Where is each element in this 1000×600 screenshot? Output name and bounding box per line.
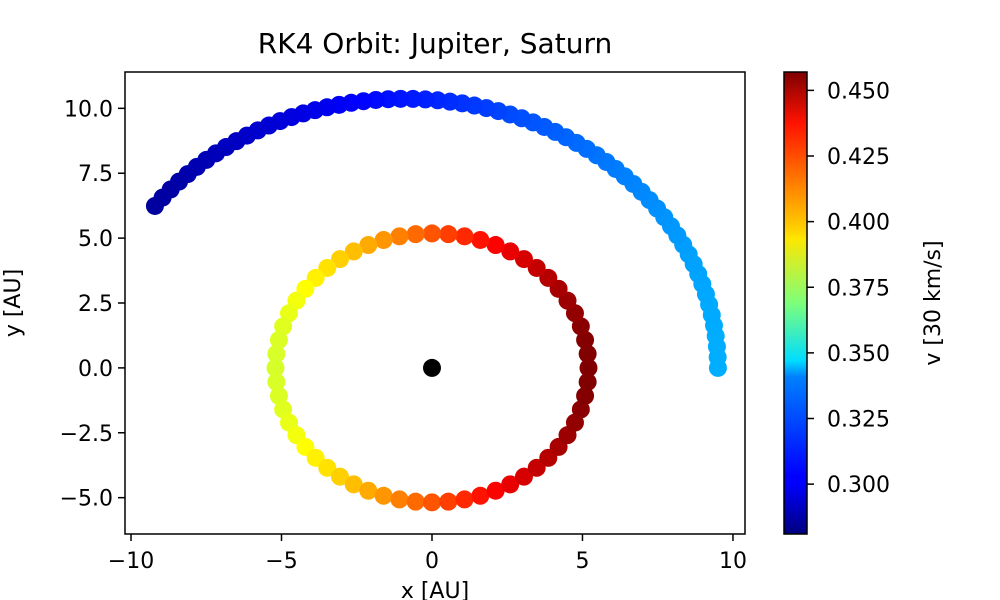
- orbit-point-series-1: [486, 481, 505, 500]
- orbit-point-series-1: [269, 386, 288, 405]
- orbit-point-series-1: [501, 242, 520, 261]
- orbit-point-series-1: [274, 317, 293, 336]
- orbit-point-series-1: [331, 250, 349, 269]
- y-tick-label: 10.0: [64, 97, 113, 122]
- y-axis: −5.0 −2.5 0.0 2.5 5.0 7.5 10.0: [60, 97, 125, 512]
- x-tick-label: 0: [425, 549, 439, 574]
- orbit-point-series-1: [578, 344, 597, 363]
- orbit-point-series-1: [269, 330, 288, 349]
- colorbar-tick-label: 0.400: [827, 211, 890, 236]
- orbit-point-series-1: [318, 458, 337, 477]
- orbit-point-series-1: [514, 467, 533, 486]
- x-tick-label: 5: [575, 549, 589, 574]
- y-tick-label: 0.0: [78, 357, 113, 382]
- orbit-point-series-1: [390, 227, 409, 246]
- colorbar-tick-label: 0.450: [827, 79, 890, 104]
- orbit-point-series-1: [390, 490, 409, 509]
- orbit-point-series-1: [267, 372, 286, 391]
- y-tick-label: 2.5: [78, 292, 113, 317]
- orbit-point-series-1: [579, 358, 598, 377]
- x-tick-label: −10: [108, 549, 154, 574]
- plot-frame: [124, 71, 746, 535]
- orbit-point-series-1: [501, 475, 520, 494]
- orbit-point-series-1: [527, 258, 546, 277]
- orbit-point-series-1: [578, 372, 597, 391]
- x-axis-label: x [AU]: [401, 579, 469, 600]
- orbit-point-series-1: [471, 486, 490, 505]
- orbit-point-series-1: [406, 492, 425, 511]
- y-tick-label: 7.5: [78, 162, 113, 187]
- orbit-points: [145, 89, 727, 512]
- colorbar-tick-label: 0.425: [827, 145, 890, 170]
- orbit-point-series-1: [455, 490, 474, 509]
- x-axis: −10 −5 0 5 10: [108, 534, 747, 574]
- plot-area: [124, 71, 746, 535]
- orbit-point-series-2: [145, 196, 164, 215]
- colorbar-tick-label: 0.375: [827, 276, 890, 301]
- orbit-point-series-2: [403, 89, 422, 108]
- orbit-point-series-1: [471, 230, 490, 249]
- y-tick-label: −5.0: [60, 487, 113, 512]
- y-tick-label: −2.5: [60, 422, 113, 447]
- orbit-point-series-1: [359, 236, 378, 255]
- x-tick-label: 10: [719, 549, 747, 574]
- colorbar-tick-label: 0.300: [827, 473, 890, 498]
- orbit-point-series-1: [344, 475, 363, 494]
- y-axis-label: y [AU]: [1, 269, 26, 337]
- central-body-marker: [422, 358, 441, 377]
- orbit-point-series-1: [359, 481, 378, 500]
- colorbar-tick-label: 0.350: [827, 342, 890, 367]
- colorbar-gradient: [783, 71, 808, 535]
- orbit-point-series-1: [514, 250, 533, 269]
- orbit-point-series-1: [331, 467, 349, 486]
- orbit-point-series-1: [422, 493, 441, 512]
- orbit-point-series-1: [576, 386, 595, 405]
- orbit-point-series-1: [486, 236, 505, 255]
- orbit-point-series-1: [571, 400, 590, 419]
- orbit-point-series-1: [576, 330, 595, 349]
- orbit-point-series-1: [267, 344, 286, 363]
- colorbar-label: v [30 km/s]: [921, 240, 946, 365]
- orbit-point-series-1: [266, 358, 285, 377]
- colorbar-tick-label: 0.325: [827, 408, 890, 433]
- orbit-point-series-1: [374, 486, 393, 505]
- orbit-point-series-1: [439, 492, 458, 511]
- orbit-point-series-1: [455, 227, 474, 246]
- orbit-point-series-1: [422, 224, 441, 243]
- x-tick-label: −5: [265, 549, 297, 574]
- chart-title: RK4 Orbit: Jupiter, Saturn: [258, 27, 612, 60]
- colorbar: 0.300 0.325 0.350 0.375 0.400 0.425 0.450 v [3…: [783, 71, 946, 535]
- colorbar-ticks: 0.300 0.325 0.350 0.375 0.400 0.425 0.450: [807, 79, 890, 498]
- orbit-point-series-1: [439, 225, 458, 244]
- orbit-point-series-1: [406, 225, 425, 244]
- y-tick-label: 5.0: [78, 227, 113, 252]
- orbit-point-series-1: [374, 230, 393, 249]
- orbit-point-series-1: [344, 242, 363, 261]
